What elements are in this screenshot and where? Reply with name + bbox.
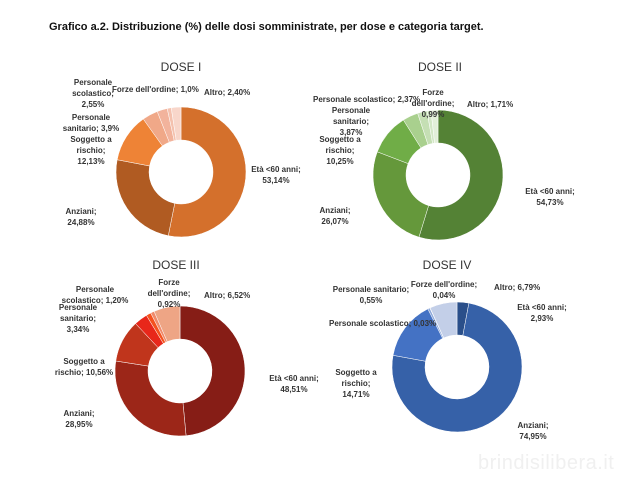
donut-slice	[430, 109, 439, 144]
data-label: Età <60 anni; 2,93%	[517, 303, 567, 323]
watermark: brindisilibera.it	[478, 452, 615, 474]
data-label: Soggetto a rischio; 12,13%	[70, 135, 112, 166]
data-label: Personale scolastico; 0,03%	[329, 319, 437, 328]
donut-slice	[153, 305, 181, 342]
data-label: Altro; 6,79%	[494, 283, 541, 292]
figure-title: Grafico a.2. Distribuzione (%) delle dos…	[49, 21, 484, 33]
donut-slice	[391, 302, 523, 433]
data-label: Forze dell'ordine; 0,99%	[411, 88, 455, 119]
data-label: Personale sanitario; 0,55%	[332, 285, 410, 305]
data-label: Personale scolastico; 2,55%	[72, 78, 114, 109]
data-label: Anziani; 26,07%	[319, 206, 351, 226]
data-label: Forze dell'ordine; 0,92%	[147, 278, 191, 309]
donut-slice	[170, 106, 182, 141]
donut-slice	[115, 159, 176, 237]
chart-title-dose-3: DOSE III	[152, 258, 200, 272]
data-label: Forze dell'ordine; 0,04%	[410, 280, 478, 300]
data-label: Personale sanitario; 3,34%	[58, 303, 98, 334]
data-label: Soggetto a rischio; 10,56%	[54, 357, 114, 377]
chart-title-dose-4: DOSE IV	[422, 258, 472, 272]
data-label: Altro; 2,40%	[204, 88, 251, 97]
data-label: Anziani; 74,95%	[517, 421, 549, 441]
donut-slice	[372, 151, 429, 238]
data-label: Anziani; 28,95%	[63, 409, 95, 429]
data-label: Altro; 6,52%	[204, 291, 251, 300]
data-label: Personale sanitario; 3,87%	[331, 106, 371, 137]
donut-slice	[167, 106, 247, 238]
donut-slice	[418, 109, 504, 241]
chart-title-dose-2: DOSE II	[417, 60, 463, 74]
donut-slice	[114, 360, 187, 437]
data-label: Soggetto a rischio; 10,25%	[319, 135, 361, 166]
data-label: Altro; 1,71%	[467, 100, 514, 109]
data-label: Soggetto a rischio; 14,71%	[335, 368, 377, 399]
data-label: Età <60 anni; 54,73%	[525, 187, 575, 207]
data-label: Forze dell'ordine; 1,0%	[112, 85, 199, 94]
data-label: Personale scolastico; 1,20%	[61, 285, 129, 305]
donut-slice	[179, 305, 246, 436]
data-label: Personale scolastico; 2,37%	[313, 95, 421, 104]
data-label: Età <60 anni; 48,51%	[269, 374, 319, 394]
data-label: Personale sanitario; 3,9%	[62, 113, 120, 133]
chart-title-dose-1: DOSE I	[160, 60, 202, 74]
data-label: Anziani; 24,88%	[65, 207, 97, 227]
donut-slice	[429, 301, 458, 339]
data-label: Età <60 anni; 53,14%	[251, 165, 301, 185]
